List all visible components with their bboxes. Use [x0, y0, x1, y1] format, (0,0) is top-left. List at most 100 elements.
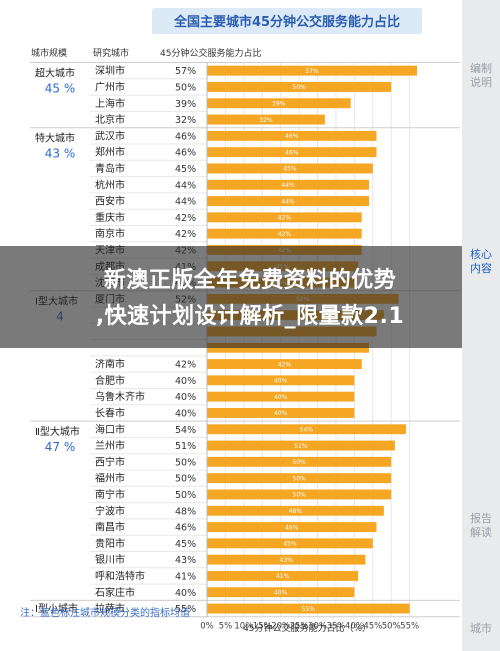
- x-tick-label: 10%: [234, 622, 253, 632]
- banner-line-2: ,快速计划设计解析_限量款2.1: [95, 304, 405, 329]
- city-label: 武汉市: [95, 129, 125, 142]
- percent-label: 40%: [175, 392, 196, 403]
- bar-data-label: 44%: [281, 182, 295, 189]
- x-tick-label: 15%: [253, 622, 272, 632]
- x-tick-label: 0%: [200, 622, 214, 632]
- city-label: 宁波市: [95, 504, 125, 517]
- percent-label: 57%: [175, 66, 196, 77]
- bar: [207, 359, 362, 369]
- bar-data-label: 40%: [274, 394, 288, 401]
- bar-data-label: 46%: [285, 133, 299, 140]
- bar: [207, 163, 373, 174]
- city-label: 深圳市: [95, 64, 125, 77]
- header-chart: 45分钟公交服务能力占比: [160, 47, 261, 59]
- header-tier: 城市规模: [31, 47, 67, 59]
- city-label: 长春市: [95, 406, 125, 419]
- percent-label: 40%: [175, 376, 196, 387]
- percent-label: 45%: [175, 539, 196, 550]
- percent-label: 46%: [175, 523, 196, 534]
- tier-name: 超大城市: [35, 67, 75, 80]
- city-label: 南昌市: [95, 521, 125, 534]
- percent-label: 50%: [175, 474, 196, 485]
- city-label: 重庆市: [95, 211, 125, 224]
- city-label: 南宁市: [95, 488, 125, 501]
- x-tick-label: 45%: [363, 622, 382, 632]
- bar: [207, 408, 355, 418]
- percent-label: 44%: [175, 180, 196, 191]
- percent-label: 50%: [175, 457, 196, 468]
- bar-data-label: 46%: [285, 149, 299, 156]
- bar-data-label: 50%: [292, 84, 306, 91]
- percent-label: 43%: [175, 555, 196, 566]
- city-label: 西安市: [95, 195, 125, 208]
- bar: [207, 587, 355, 598]
- percent-label: 46%: [175, 131, 196, 142]
- x-axis-title: 45分钟公交服务能力占比（%）: [243, 624, 372, 634]
- tier-name: Ⅱ型大城市: [35, 425, 80, 438]
- percent-label: 41%: [175, 571, 196, 582]
- city-label: 南京市: [95, 227, 125, 240]
- bar: [207, 65, 417, 76]
- city-label: 呼和浩特市: [95, 569, 145, 582]
- percent-label: 40%: [175, 588, 196, 599]
- bar-data-label: 40%: [274, 410, 288, 417]
- x-tick-label: 5%: [219, 622, 233, 632]
- chart-footnote: 注：蓝色标注城市规模分类的指标均值: [20, 608, 190, 619]
- bar-data-label: 50%: [292, 459, 306, 466]
- tier-name: 特大城市: [35, 132, 75, 145]
- bar-data-label: 50%: [292, 492, 306, 499]
- percent-label: 51%: [175, 441, 196, 452]
- bar: [207, 505, 384, 516]
- city-label: 拉萨市: [95, 602, 125, 615]
- tier-average: 45 %: [45, 82, 76, 96]
- bar: [207, 196, 370, 206]
- bar: [207, 82, 392, 92]
- bar: [207, 391, 355, 402]
- x-tick-label: 35%: [326, 622, 345, 632]
- city-label: 海口市: [95, 423, 125, 436]
- bar: [207, 538, 373, 549]
- bar: [207, 473, 392, 484]
- percent-label: 32%: [175, 115, 196, 126]
- tier-average: 43 %: [45, 147, 76, 161]
- bar-data-label: 42%: [278, 361, 292, 368]
- bar: [207, 179, 370, 190]
- percent-label: 46%: [175, 148, 196, 159]
- side-tab-core[interactable]: 核心内容: [470, 248, 492, 275]
- bar: [207, 424, 406, 435]
- percent-label: 42%: [175, 229, 196, 240]
- bar-data-label: 32%: [259, 117, 273, 124]
- bar: [207, 489, 392, 500]
- city-label: 济南市: [95, 358, 125, 371]
- bar-data-label: 39%: [272, 100, 286, 107]
- banner-line-1: 新澳正版全年免费资料的优势: [103, 268, 397, 293]
- bar: [207, 212, 362, 223]
- side-tab-city[interactable]: 城市: [470, 622, 492, 635]
- bar: [207, 147, 377, 158]
- percent-label: 44%: [175, 197, 196, 208]
- city-label: 北京市: [95, 113, 125, 126]
- bar-data-label: 46%: [285, 524, 299, 531]
- bar-data-label: 54%: [300, 426, 314, 433]
- bar: [207, 98, 351, 109]
- percent-label: 39%: [175, 99, 196, 110]
- bar-data-label: 44%: [281, 198, 295, 205]
- side-tab-intro[interactable]: 编制说明: [470, 62, 492, 89]
- overlay-banner[interactable]: 新澳正版全年免费资料的优势 ,快速计划设计解析_限量款2.1: [0, 246, 500, 348]
- bar-data-label: 51%: [294, 443, 308, 450]
- city-label: 西宁市: [95, 455, 125, 468]
- percent-label: 42%: [175, 360, 196, 371]
- percent-label: 55%: [175, 604, 196, 615]
- header-city: 研究城市: [93, 47, 129, 59]
- city-label: 乌鲁木齐市: [95, 390, 145, 403]
- tier-name: Ⅰ型小城市: [35, 602, 78, 615]
- city-label: 福州市: [95, 472, 125, 485]
- city-label: 广州市: [95, 80, 125, 93]
- bar-data-label: 45%: [283, 541, 297, 548]
- percent-label: 42%: [175, 213, 196, 224]
- city-label: 青岛市: [95, 162, 125, 175]
- side-tab-report[interactable]: 报告解读: [470, 512, 492, 539]
- chart-title: 全国主要城市45分钟公交服务能力占比: [173, 14, 400, 30]
- percent-label: 50%: [175, 490, 196, 501]
- percent-label: 50%: [175, 82, 196, 93]
